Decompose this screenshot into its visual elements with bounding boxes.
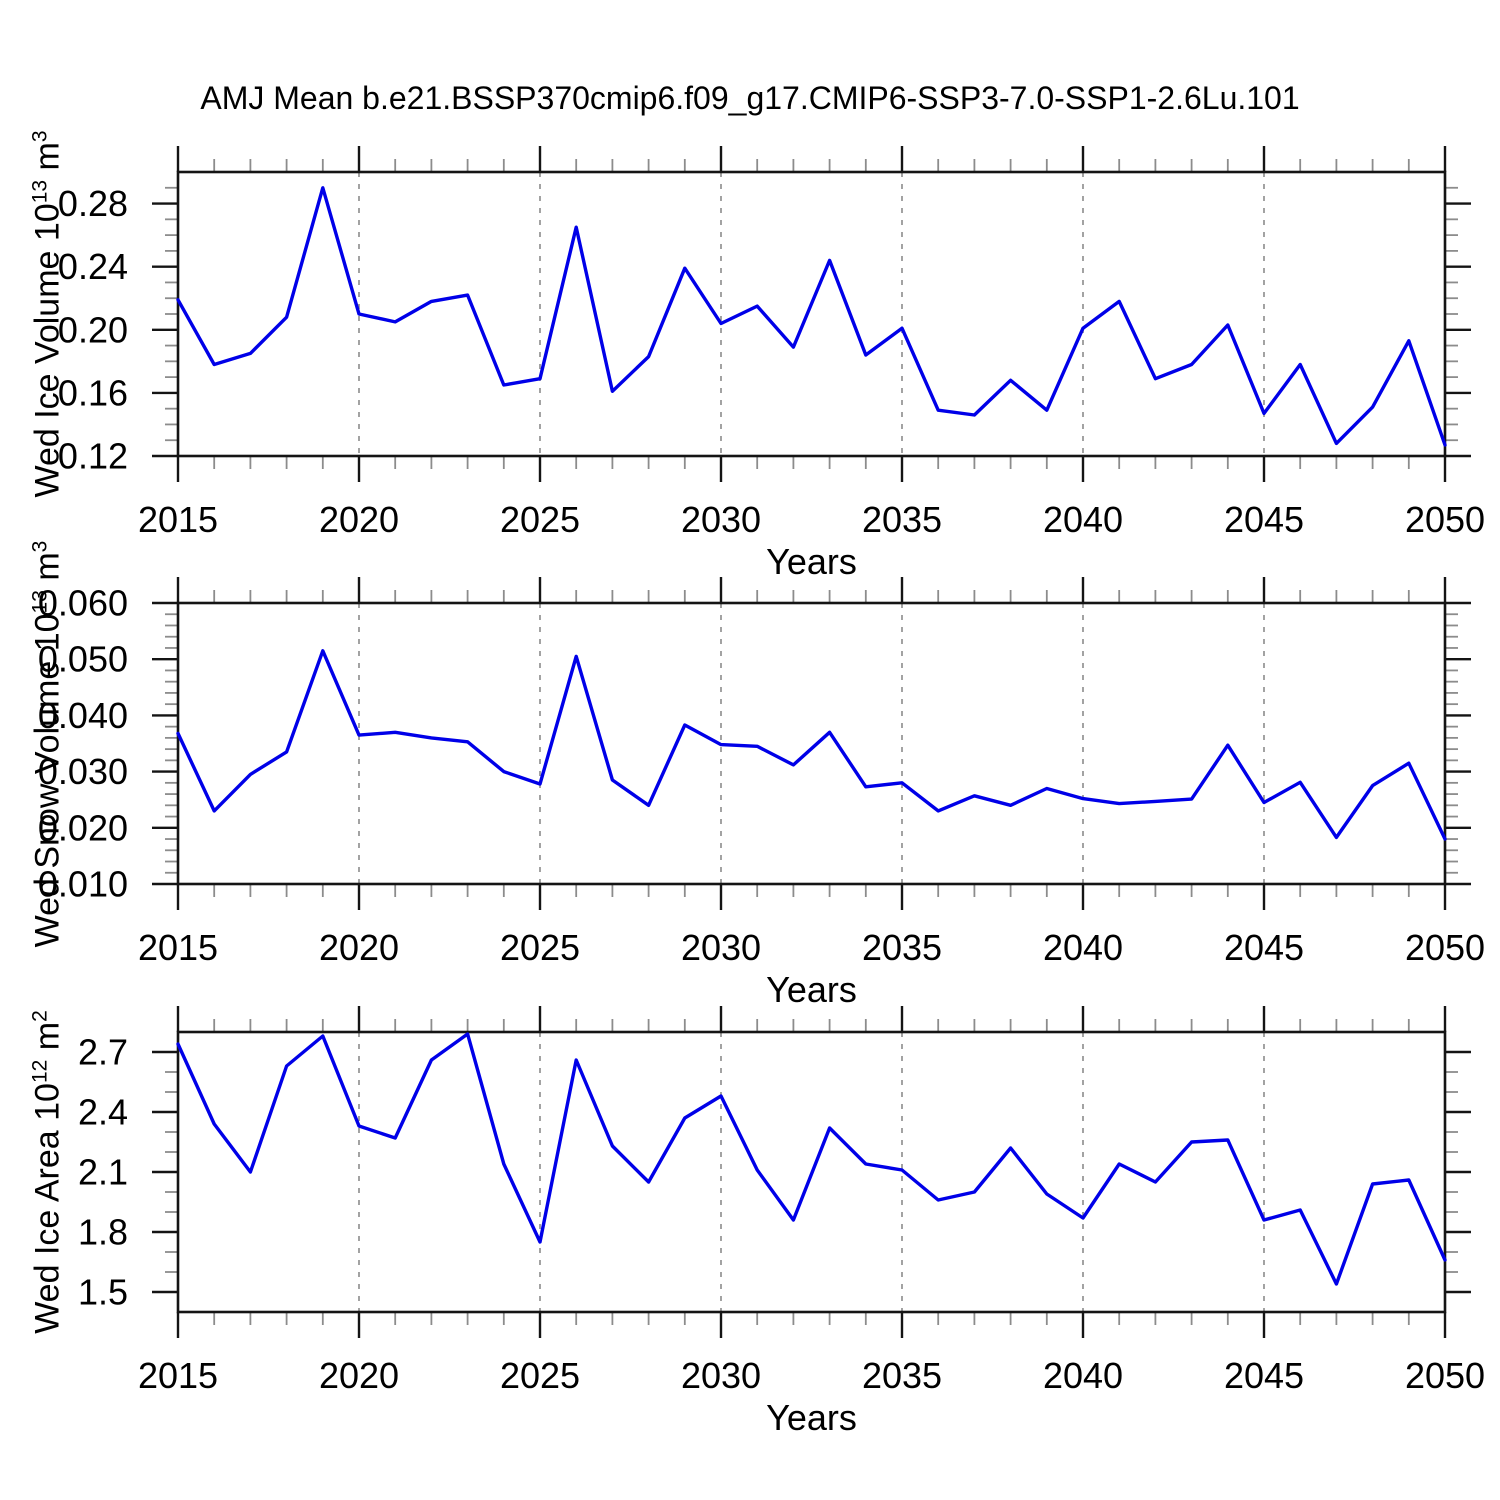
- svg-text:2020: 2020: [319, 499, 399, 540]
- unit: m: [28, 142, 67, 180]
- unit: m: [28, 1021, 67, 1060]
- svg-text:2030: 2030: [681, 499, 761, 540]
- exponent: 12: [28, 1059, 52, 1084]
- svg-text:0.030: 0.030: [38, 751, 128, 792]
- wed-ice-volume-frame: [176, 170, 1447, 458]
- svg-text:2050: 2050: [1405, 1355, 1485, 1396]
- x-axis-title-snow-volume: Years: [766, 969, 857, 1010]
- x-axis-title-ice-volume: Years: [766, 541, 857, 582]
- svg-text:0.24: 0.24: [58, 246, 128, 287]
- y-axis-label-ice-area: Wed Ice Area 1012 m2: [28, 1010, 67, 1334]
- svg-text:2050: 2050: [1405, 927, 1485, 968]
- y-axis-label-text: Wed Ice Volume 10: [28, 203, 67, 498]
- svg-text:2015: 2015: [138, 1355, 218, 1396]
- svg-text:2040: 2040: [1043, 927, 1123, 968]
- plot-title: AMJ Mean b.e21.BSSP370cmip6.f09_g17.CMIP…: [200, 80, 1300, 116]
- svg-text:0.040: 0.040: [38, 695, 128, 736]
- svg-text:0.050: 0.050: [38, 639, 128, 680]
- wed-snow-volume-frame: [176, 601, 1447, 886]
- exponent: 13: [28, 590, 52, 614]
- svg-text:0.12: 0.12: [58, 436, 128, 477]
- unit: m: [28, 552, 67, 591]
- svg-text:0.28: 0.28: [58, 183, 128, 224]
- svg-text:2.1: 2.1: [78, 1152, 128, 1193]
- svg-text:2015: 2015: [138, 499, 218, 540]
- svg-text:2.7: 2.7: [78, 1032, 128, 1073]
- svg-text:2020: 2020: [319, 1355, 399, 1396]
- svg-text:2035: 2035: [862, 499, 942, 540]
- y-axis-label-text: Wed Ice Area 10: [28, 1083, 67, 1334]
- svg-text:2030: 2030: [681, 1355, 761, 1396]
- wed-ice-area-line: [176, 1032, 1447, 1286]
- svg-text:2040: 2040: [1043, 1355, 1123, 1396]
- svg-text:0.010: 0.010: [38, 864, 128, 905]
- exponent: 13: [28, 179, 52, 204]
- y-axis-label-snow-volume: Wed Snow Volume 1013 m3: [28, 541, 67, 948]
- svg-text:0.020: 0.020: [38, 807, 128, 848]
- svg-text:2030: 2030: [681, 927, 761, 968]
- wed-ice-volume-line: [176, 186, 1447, 447]
- svg-text:1.8: 1.8: [78, 1212, 128, 1253]
- y-axis-label-ice-volume: Wed Ice Volume 1013 m3: [28, 130, 67, 497]
- svg-text:2045: 2045: [1224, 499, 1304, 540]
- svg-text:2020: 2020: [319, 927, 399, 968]
- svg-text:2.4: 2.4: [78, 1092, 128, 1133]
- unit-exponent: 2: [28, 1010, 52, 1022]
- svg-text:2025: 2025: [500, 1355, 580, 1396]
- x-axis-title-ice-area: Years: [766, 1397, 857, 1438]
- unit-exponent: 3: [28, 540, 52, 553]
- unit-exponent: 3: [28, 130, 52, 143]
- svg-text:2015: 2015: [138, 927, 218, 968]
- svg-text:2035: 2035: [862, 1355, 942, 1396]
- svg-text:2045: 2045: [1224, 1355, 1304, 1396]
- svg-text:2050: 2050: [1405, 499, 1485, 540]
- svg-text:2035: 2035: [862, 927, 942, 968]
- svg-text:2040: 2040: [1043, 499, 1123, 540]
- svg-text:2025: 2025: [500, 927, 580, 968]
- svg-text:0.060: 0.060: [38, 583, 128, 624]
- svg-text:0.16: 0.16: [58, 372, 128, 413]
- svg-text:1.5: 1.5: [78, 1272, 128, 1313]
- svg-text:2045: 2045: [1224, 927, 1304, 968]
- wed-ice-area-frame: [176, 1030, 1447, 1314]
- wed-snow-volume-line: [176, 649, 1447, 841]
- svg-text:2025: 2025: [500, 499, 580, 540]
- y-axis-label-text: Wed Snow Volume 10: [28, 613, 67, 948]
- svg-text:0.20: 0.20: [58, 309, 128, 350]
